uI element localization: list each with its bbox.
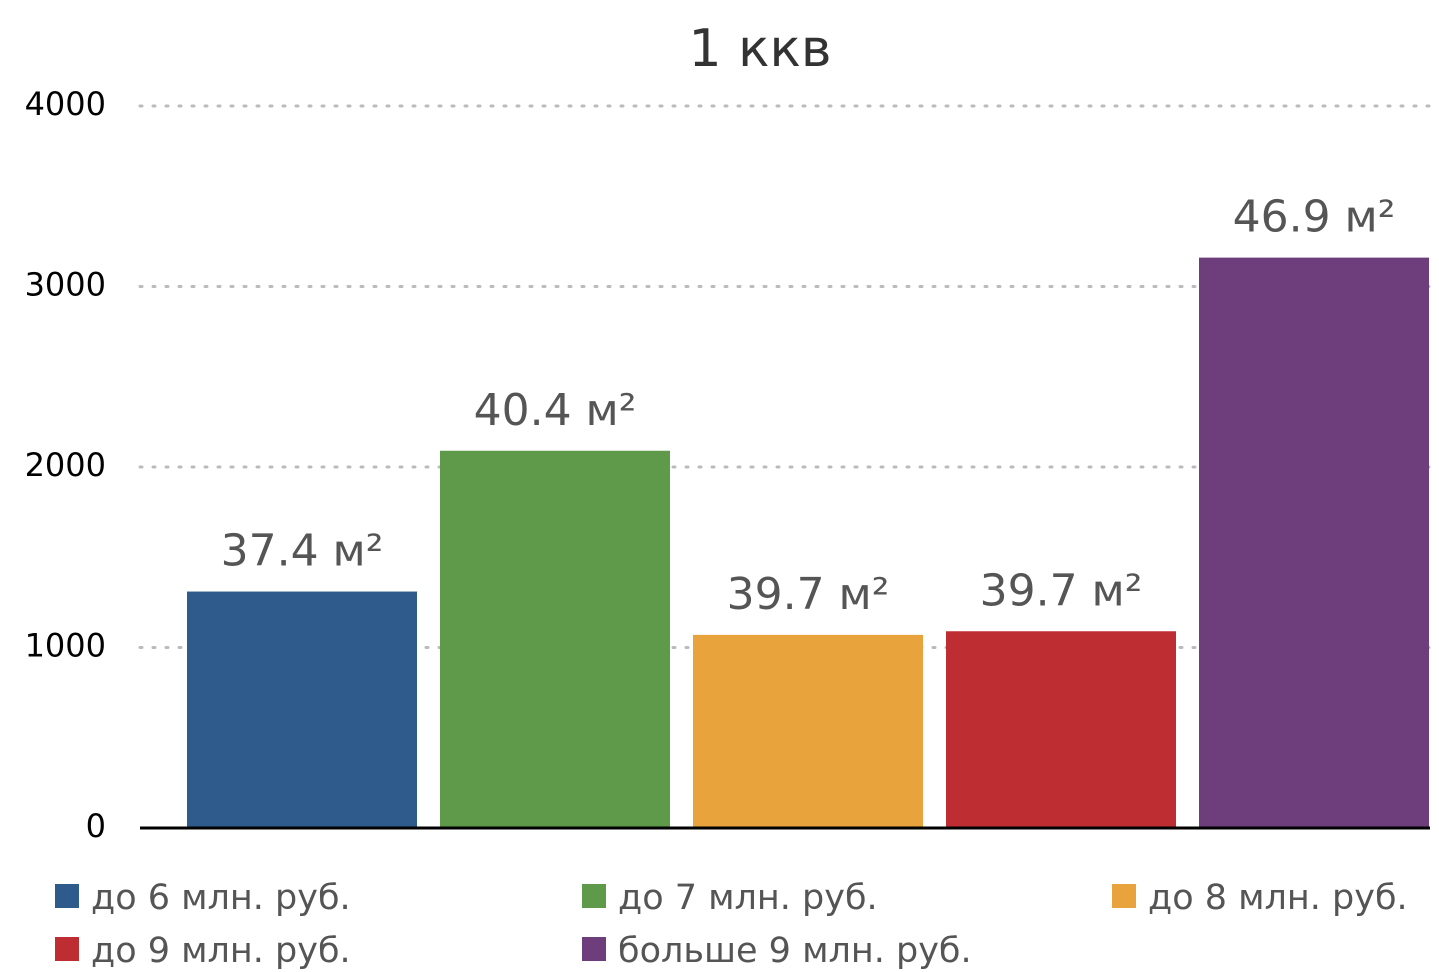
data-label: 46.9 м² bbox=[1233, 192, 1396, 243]
data-label: 37.4 м² bbox=[221, 526, 384, 577]
data-label: 39.7 м² bbox=[980, 565, 1143, 616]
legend-swatch bbox=[55, 937, 79, 961]
legend-swatch bbox=[55, 884, 79, 908]
legend-swatch bbox=[582, 884, 606, 908]
y-tick-label: 4000 bbox=[25, 85, 106, 123]
legend-label: до 8 млн. руб. bbox=[1148, 878, 1408, 918]
bar bbox=[693, 634, 923, 828]
bar bbox=[187, 591, 417, 828]
legend-swatch bbox=[582, 937, 606, 961]
y-tick-label: 2000 bbox=[25, 446, 106, 484]
bar bbox=[1199, 257, 1429, 828]
bar bbox=[946, 631, 1176, 828]
data-label: 40.4 м² bbox=[474, 385, 637, 436]
legend-label: до 7 млн. руб. bbox=[618, 878, 878, 918]
y-tick-label: 1000 bbox=[25, 627, 106, 665]
chart-title: 1 ккв bbox=[688, 19, 831, 79]
legend-label: до 9 млн. руб. bbox=[91, 931, 351, 971]
y-tick-label: 0 bbox=[86, 807, 106, 845]
bar bbox=[440, 450, 670, 828]
y-tick-label: 3000 bbox=[25, 266, 106, 304]
legend-label: до 6 млн. руб. bbox=[91, 878, 351, 918]
data-label: 39.7 м² bbox=[727, 569, 890, 620]
legend-swatch bbox=[1112, 884, 1136, 908]
legend-label: больше 9 млн. руб. bbox=[618, 931, 972, 971]
